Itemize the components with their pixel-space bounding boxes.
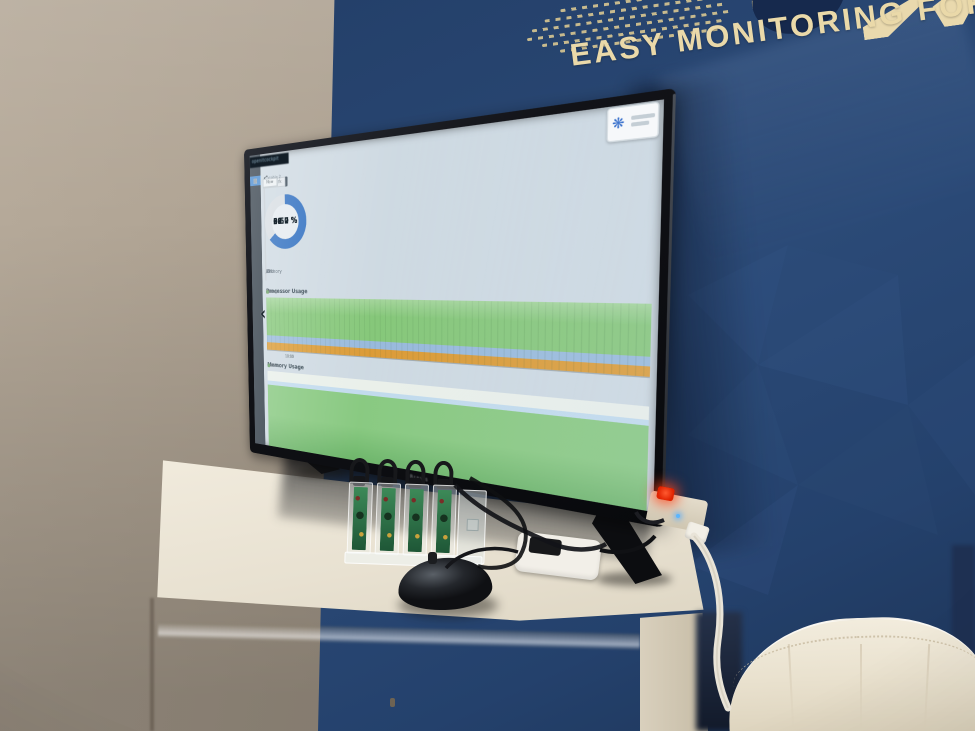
blue-led	[676, 514, 680, 518]
notif-text-line	[631, 120, 650, 127]
acrylic-slot	[346, 481, 374, 555]
gauge-value: 64.0 %	[273, 215, 298, 228]
gauge-panel: 64.0 % /	[263, 188, 307, 281]
chevron-left-icon[interactable]: ‹	[260, 301, 267, 325]
acrylic-slot	[402, 483, 430, 557]
cabinet-edge-shadow	[150, 598, 154, 731]
toolbar-button[interactable]: Now	[262, 177, 278, 188]
tv-monitor: ◧ ▥ ⬢ ☰ ▣ ✦ ⚙	[244, 88, 676, 528]
sbc-board	[379, 487, 396, 552]
notif-text-line	[631, 112, 656, 120]
mouse-button-nub	[428, 552, 437, 564]
tv-screen: ◧ ▥ ⬢ ☰ ▣ ✦ ⚙	[249, 99, 665, 513]
cabinet-front	[152, 600, 644, 731]
donut-gauge: 64.0 %	[264, 192, 307, 250]
sbc-board	[351, 486, 368, 551]
monitoring-dashboard: ◧ ▥ ⬢ ☰ ▣ ✦ ⚙	[249, 99, 665, 513]
chair-stitch	[860, 644, 862, 729]
sbc-board	[435, 489, 452, 554]
snowflake-badge-icon: ❋	[611, 114, 625, 133]
plate-cutout	[466, 518, 479, 532]
notification-card[interactable]: ❋	[606, 101, 660, 143]
sbc-board	[407, 488, 424, 553]
logo-ray	[544, 0, 719, 23]
acrylic-plate	[456, 489, 487, 565]
cabinet-keyhole	[390, 698, 395, 707]
sidebar-icon-list: ◧ ▥ ⬢ ☰ ▣ ✦ ⚙	[250, 175, 261, 187]
acrylic-slot	[374, 482, 402, 556]
sidebar-help-icon[interactable]: ◔	[253, 177, 258, 185]
sbc-cluster	[344, 457, 490, 571]
acrylic-slot	[430, 484, 458, 558]
white-leather-chair	[712, 592, 975, 731]
tick-label: 14:15	[285, 353, 294, 360]
